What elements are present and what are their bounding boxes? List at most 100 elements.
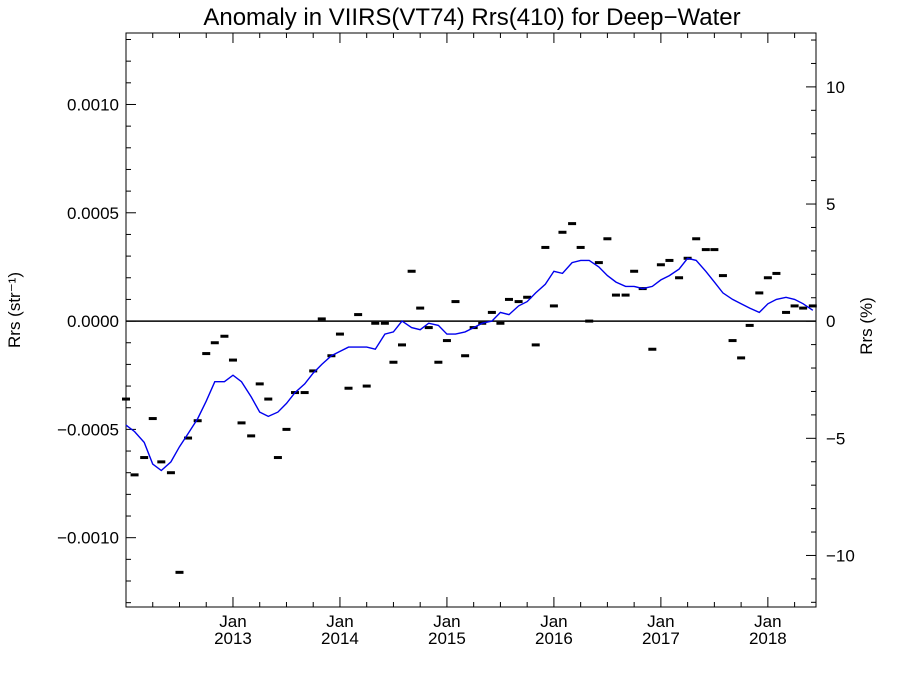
data-point-0-22 <box>317 317 326 321</box>
data-point-0-24 <box>335 332 344 336</box>
data-point-0-76 <box>799 306 808 310</box>
data-point-0-74 <box>782 310 791 314</box>
data-point-0-60 <box>656 263 665 267</box>
y-tick-label-left-4: −0.0010 <box>57 529 119 548</box>
data-point-0-8 <box>193 419 202 423</box>
data-point-0-11 <box>220 334 229 338</box>
data-point-0-37 <box>451 300 460 304</box>
data-point-0-49 <box>558 230 567 234</box>
data-point-0-62 <box>675 276 684 280</box>
x-tick-label-month-0: Jan <box>219 612 246 631</box>
x-tick-label-year-4: 2017 <box>642 629 680 648</box>
data-point-0-14 <box>247 434 256 438</box>
data-point-0-9 <box>202 352 211 356</box>
y-tick-label-right-3: −5 <box>826 429 845 448</box>
x-tick-label-month-4: Jan <box>647 612 674 631</box>
data-point-0-3 <box>148 417 157 421</box>
data-point-0-17 <box>273 456 282 460</box>
data-point-0-6 <box>175 570 184 574</box>
data-point-0-0 <box>122 397 130 401</box>
y-tick-label-left-1: 0.0005 <box>67 204 119 223</box>
data-point-0-32 <box>407 269 416 273</box>
x-tick-label-year-3: 2016 <box>535 629 573 648</box>
y-tick-label-right-4: −10 <box>826 546 855 565</box>
data-point-0-5 <box>166 471 175 475</box>
y-tick-label-right-0: 10 <box>826 78 845 97</box>
y-tick-label-left-3: −0.0005 <box>57 420 119 439</box>
data-point-0-68 <box>728 339 737 343</box>
y-axis-label-left: Rrs (str⁻¹) <box>5 272 24 348</box>
data-point-0-33 <box>416 306 425 310</box>
data-point-0-34 <box>424 326 433 330</box>
data-point-0-71 <box>755 291 764 295</box>
data-point-0-13 <box>237 421 246 425</box>
data-point-0-77 <box>808 304 817 308</box>
data-point-0-41 <box>487 310 496 314</box>
data-point-0-21 <box>309 369 318 373</box>
data-point-0-64 <box>692 237 701 241</box>
data-point-0-44 <box>514 300 523 304</box>
data-point-0-26 <box>354 313 363 317</box>
data-point-0-15 <box>255 382 264 386</box>
data-point-0-56 <box>621 293 630 297</box>
data-point-0-2 <box>140 456 149 460</box>
data-point-0-35 <box>434 360 443 364</box>
data-point-0-1 <box>130 473 139 477</box>
data-point-0-16 <box>264 397 273 401</box>
data-point-0-53 <box>594 261 603 265</box>
data-point-0-73 <box>772 271 781 275</box>
x-tick-label-year-1: 2014 <box>321 629 359 648</box>
data-point-0-54 <box>603 237 612 241</box>
data-point-0-28 <box>371 321 380 325</box>
data-point-0-55 <box>611 293 620 297</box>
data-point-0-12 <box>228 358 237 362</box>
x-tick-label-month-3: Jan <box>540 612 567 631</box>
y-axis-label-right: Rrs (%) <box>857 297 876 355</box>
data-point-0-27 <box>362 384 371 388</box>
data-point-0-50 <box>568 222 577 226</box>
data-point-0-45 <box>523 295 532 299</box>
x-tick-label-year-5: 2018 <box>749 629 787 648</box>
plot-frame <box>125 32 817 608</box>
x-tick-label-month-1: Jan <box>326 612 353 631</box>
data-point-0-52 <box>585 319 594 323</box>
x-tick-label-month-5: Jan <box>754 612 781 631</box>
series-line-1 <box>125 257 814 472</box>
y-tick-label-left-2: 0.0000 <box>67 312 119 331</box>
x-tick-label-month-2: Jan <box>433 612 460 631</box>
data-point-0-25 <box>344 386 353 390</box>
data-point-0-20 <box>300 391 309 395</box>
data-point-0-66 <box>710 248 719 252</box>
data-point-0-47 <box>541 245 550 249</box>
data-point-0-61 <box>665 258 674 262</box>
data-point-0-69 <box>737 356 746 360</box>
data-point-0-30 <box>389 360 398 364</box>
data-point-0-51 <box>576 245 585 249</box>
data-point-0-29 <box>380 321 389 325</box>
data-point-0-38 <box>461 354 470 358</box>
data-point-0-59 <box>648 347 657 351</box>
data-point-0-7 <box>184 436 193 440</box>
data-point-0-57 <box>630 269 639 273</box>
chart-title: Anomaly in VIIRS(VT74) Rrs(410) for Deep… <box>203 4 740 31</box>
data-point-0-48 <box>549 304 558 308</box>
y-tick-label-right-1: 5 <box>826 195 835 214</box>
plot-area: 0.0010 0.0005 0.0000 −0.0005 −0.0010 10 5 0 −5 −1… <box>57 32 855 648</box>
data-point-0-18 <box>282 427 291 431</box>
data-point-0-43 <box>504 297 513 301</box>
data-point-0-10 <box>210 341 219 345</box>
data-point-0-65 <box>701 248 710 252</box>
data-point-0-70 <box>745 323 754 327</box>
data-point-0-36 <box>442 339 451 343</box>
y-tick-label-right-2: 0 <box>826 312 835 331</box>
data-point-0-67 <box>718 274 727 278</box>
y-tick-label-left-0: 0.0010 <box>67 95 119 114</box>
data-point-0-4 <box>157 460 166 464</box>
data-point-0-46 <box>531 343 540 347</box>
x-tick-label-year-2: 2015 <box>428 629 466 648</box>
x-tick-label-year-0: 2013 <box>214 629 252 648</box>
data-point-0-31 <box>398 343 406 347</box>
data-point-0-72 <box>763 276 772 280</box>
